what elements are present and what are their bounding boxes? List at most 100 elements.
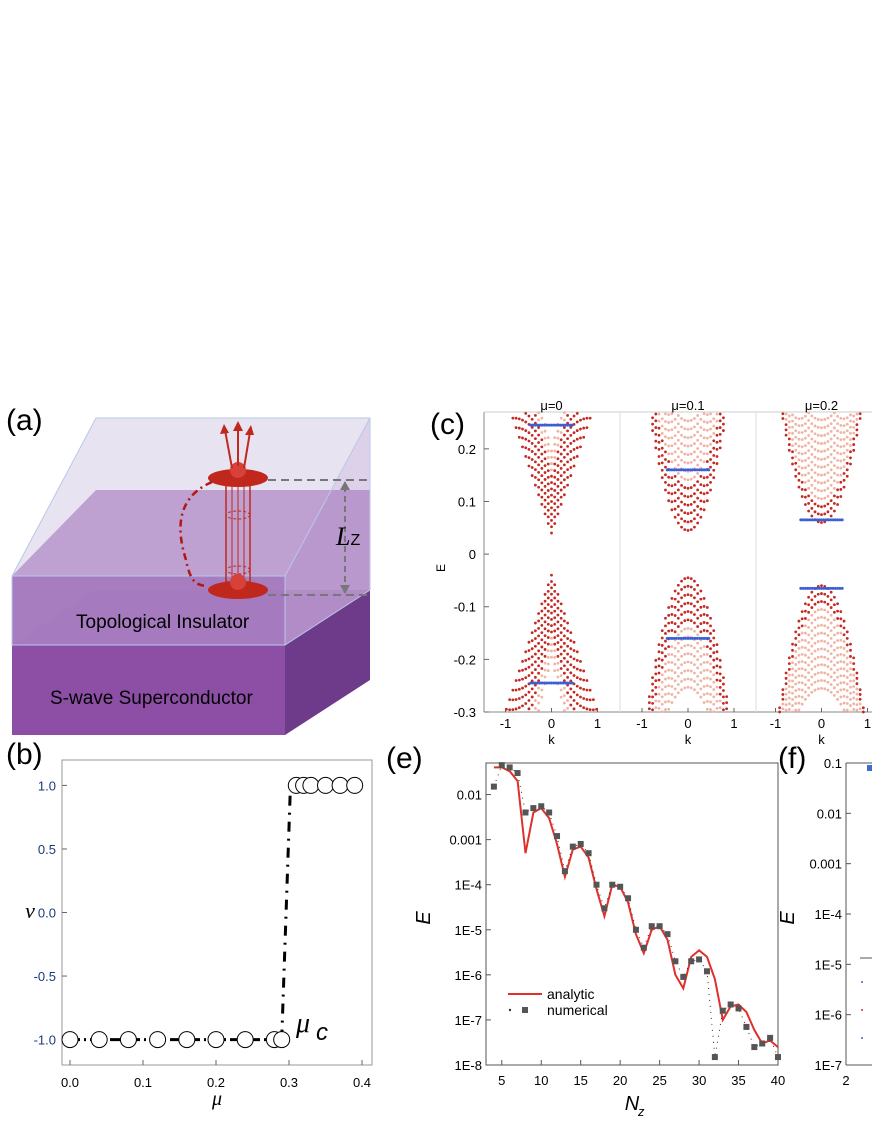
c-band-point bbox=[813, 479, 817, 482]
c-band-point bbox=[569, 663, 573, 667]
e-ytick-label: 1E-8 bbox=[455, 1058, 482, 1073]
c-band-point bbox=[543, 505, 547, 509]
c-band-point bbox=[804, 653, 807, 657]
c-band-point bbox=[722, 422, 725, 426]
f-ytick-label: 1E-5 bbox=[815, 957, 842, 972]
c-band-point bbox=[575, 650, 579, 654]
c-band-point bbox=[784, 687, 788, 691]
c-vortex-point bbox=[822, 586, 826, 590]
c-band-point bbox=[534, 468, 537, 472]
c-band-point bbox=[654, 699, 658, 703]
c-band-point bbox=[712, 439, 716, 443]
c-band-point bbox=[784, 698, 788, 701]
e-numerical-point bbox=[538, 803, 545, 810]
c-band-point bbox=[794, 669, 798, 673]
c-band-point bbox=[657, 419, 661, 423]
c-band-point bbox=[585, 416, 589, 420]
c-band-point bbox=[797, 417, 801, 421]
c-band-point bbox=[807, 426, 811, 430]
b-data-point bbox=[207, 1031, 225, 1049]
c-band-point bbox=[540, 616, 544, 620]
c-band-point bbox=[508, 708, 512, 712]
c-band-point bbox=[676, 488, 680, 492]
b-transition-line bbox=[280, 785, 292, 1040]
c-band-point bbox=[550, 580, 553, 583]
c-band-point bbox=[797, 485, 801, 489]
c-band-point bbox=[670, 500, 674, 504]
c-band-point bbox=[680, 663, 683, 667]
c-band-point bbox=[804, 503, 807, 506]
c-band-point bbox=[664, 465, 667, 469]
c-band-point bbox=[670, 629, 674, 632]
c-band-point bbox=[546, 616, 550, 620]
c-band-point bbox=[791, 710, 794, 714]
e-legend-numerical-label: numerical bbox=[547, 1002, 608, 1018]
c-band-point bbox=[524, 676, 528, 680]
c-band-point bbox=[676, 455, 680, 459]
c-band-point bbox=[791, 655, 794, 658]
c-ytick-label: -0.3 bbox=[454, 705, 476, 720]
c-band-point bbox=[791, 444, 794, 448]
c-band-point bbox=[689, 528, 693, 531]
c-ytick-label: 0 bbox=[469, 547, 476, 562]
c-band-point bbox=[582, 687, 586, 691]
c-band-point bbox=[530, 631, 534, 635]
c-band-point bbox=[816, 481, 820, 484]
c-band-point bbox=[585, 707, 589, 711]
c-band-point bbox=[791, 704, 794, 707]
c-band-point bbox=[849, 661, 852, 664]
c-band-point bbox=[702, 605, 706, 608]
c-band-point bbox=[546, 442, 550, 446]
b-ylabel: ν bbox=[25, 898, 35, 923]
c-band-point bbox=[562, 470, 566, 474]
c-band-point bbox=[718, 672, 722, 676]
c-band-point bbox=[832, 434, 836, 437]
c-band-point bbox=[705, 499, 709, 503]
c-band-point bbox=[683, 418, 687, 422]
c-band-point bbox=[572, 690, 576, 694]
c-band-point bbox=[550, 512, 553, 516]
c-band-point bbox=[855, 428, 859, 432]
c-band-point bbox=[705, 676, 709, 680]
c-band-point bbox=[797, 626, 801, 630]
c-band-point bbox=[670, 444, 674, 448]
c-band-point bbox=[657, 664, 661, 668]
c-band-point bbox=[537, 619, 541, 623]
c-band-point bbox=[660, 702, 664, 706]
c-band-point bbox=[676, 463, 680, 467]
c-band-point bbox=[829, 468, 833, 472]
c-band-point bbox=[686, 453, 690, 457]
c-vortex-point bbox=[672, 636, 676, 640]
c-band-point bbox=[667, 653, 671, 656]
c-band-point bbox=[527, 665, 531, 669]
c-band-point bbox=[807, 610, 811, 614]
e-ytick-label: 1E-4 bbox=[455, 878, 482, 893]
c-band-point bbox=[705, 421, 709, 424]
c-band-point bbox=[521, 418, 524, 422]
lz-label-main: L bbox=[336, 522, 351, 551]
c-band-point bbox=[816, 512, 820, 516]
e-numerical-point bbox=[719, 1007, 726, 1014]
c-ytick-label: -0.1 bbox=[454, 600, 476, 615]
c-band-point bbox=[537, 694, 541, 697]
c-band-point bbox=[543, 634, 547, 638]
c-band-point bbox=[559, 495, 563, 499]
c-band-point bbox=[820, 465, 823, 469]
e-numerical-point bbox=[727, 1001, 734, 1008]
c-band-point bbox=[546, 475, 550, 479]
c-band-point bbox=[550, 500, 553, 503]
c-band-point bbox=[664, 616, 667, 620]
c-subtitle: μ=0.1 bbox=[671, 398, 704, 413]
c-band-point bbox=[813, 424, 817, 428]
c-band-point bbox=[664, 692, 667, 696]
c-band-point bbox=[654, 419, 658, 423]
c-band-point bbox=[712, 710, 716, 714]
c-band-point bbox=[794, 682, 798, 686]
c-band-point bbox=[845, 643, 849, 647]
c-band-point bbox=[693, 688, 696, 692]
c-band-point bbox=[696, 447, 700, 450]
c-band-point bbox=[553, 462, 557, 466]
c-band-point bbox=[826, 649, 830, 653]
c-band-point bbox=[832, 686, 836, 690]
c-band-point bbox=[553, 475, 557, 479]
